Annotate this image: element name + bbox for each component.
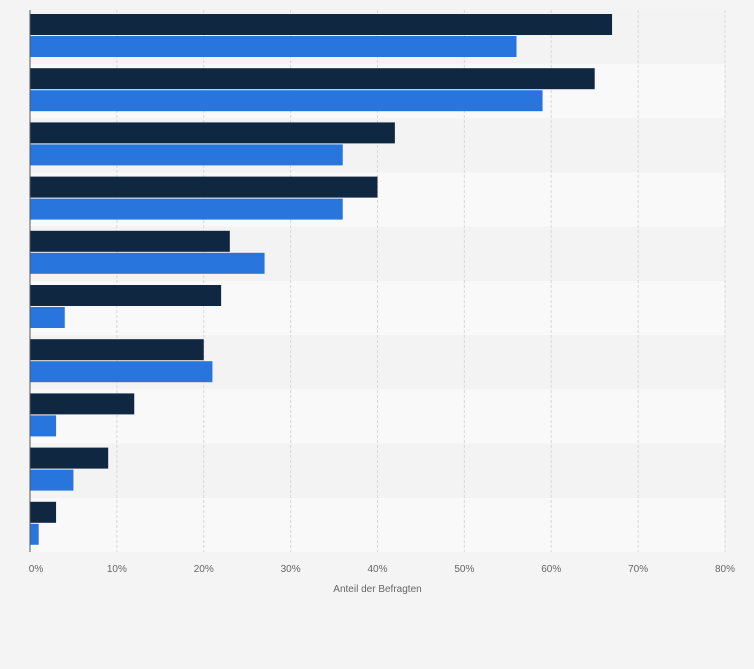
x-tick-label: 30% bbox=[281, 564, 301, 575]
bar-series-1[interactable] bbox=[30, 285, 222, 306]
bars bbox=[30, 14, 613, 545]
bar-series-2[interactable] bbox=[30, 415, 57, 437]
bar-series-1[interactable] bbox=[30, 14, 613, 35]
x-tick-label: 70% bbox=[628, 564, 648, 575]
bar-series-1[interactable] bbox=[30, 122, 395, 144]
bar-series-2[interactable] bbox=[30, 469, 74, 491]
x-tick-label: 50% bbox=[454, 564, 474, 575]
bar-series-1[interactable] bbox=[30, 393, 135, 415]
bar-series-1[interactable] bbox=[30, 339, 204, 361]
bar-series-2[interactable] bbox=[30, 523, 39, 545]
bar-series-2[interactable] bbox=[30, 198, 343, 220]
x-tick-label: 40% bbox=[367, 564, 387, 575]
bar-series-2[interactable] bbox=[30, 361, 213, 383]
bar-series-2[interactable] bbox=[30, 144, 343, 166]
x-tick-label: 0% bbox=[29, 564, 44, 575]
bar-series-2[interactable] bbox=[30, 90, 543, 112]
x-tick-labels: 0% 10% 20% 30% 40% 50% 60% 70% 80% bbox=[29, 564, 735, 575]
bar-series-1[interactable] bbox=[30, 501, 57, 523]
bar-series-2[interactable] bbox=[30, 307, 65, 328]
bar-series-1[interactable] bbox=[30, 176, 378, 198]
x-axis-title: Anteil der Befragten bbox=[333, 584, 421, 595]
x-tick-label: 60% bbox=[541, 564, 561, 575]
bar-series-1[interactable] bbox=[30, 68, 595, 90]
bar-series-1[interactable] bbox=[30, 230, 230, 252]
bar-series-1[interactable] bbox=[30, 447, 109, 469]
bar-series-2[interactable] bbox=[30, 252, 265, 274]
bar-series-2[interactable] bbox=[30, 36, 517, 57]
x-tick-label: 80% bbox=[715, 564, 735, 575]
x-tick-label: 10% bbox=[107, 564, 127, 575]
x-tick-label: 20% bbox=[194, 564, 214, 575]
